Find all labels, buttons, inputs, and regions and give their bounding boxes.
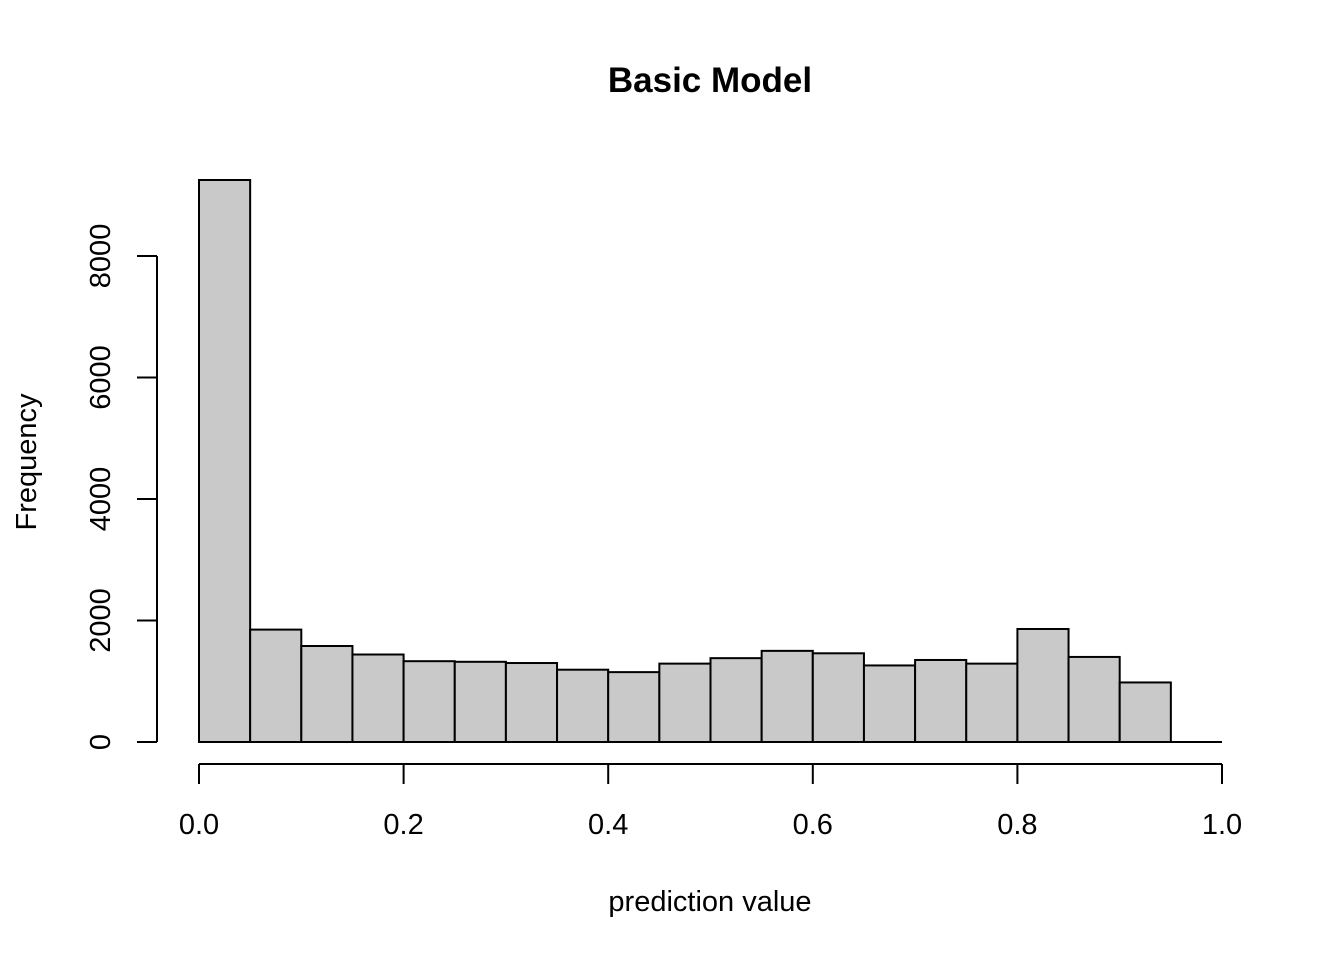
- histogram-bar: [556, 668, 610, 743]
- histogram-bar: [914, 658, 968, 744]
- histogram-bar: [453, 660, 507, 744]
- histogram-bar: [862, 664, 917, 743]
- histogram-bar: [760, 649, 814, 743]
- x-axis: 0.0 0.2 0.4 0.6 0.8 1.0: [179, 763, 1242, 841]
- x-tick-label: 0.0: [179, 809, 219, 841]
- histogram-bar: [504, 662, 559, 744]
- histogram-bar: [607, 671, 661, 743]
- histogram-bar: [351, 653, 405, 743]
- histogram-bars: [198, 179, 1222, 744]
- x-tick-label: 0.4: [588, 809, 628, 841]
- y-tick-label: 8000: [85, 224, 117, 289]
- chart-title: Basic Model: [608, 61, 812, 100]
- histogram-bar: [1016, 627, 1070, 743]
- y-axis: 0 2000 4000 6000 8000: [85, 224, 158, 750]
- histogram-bar: [249, 628, 303, 743]
- y-tick-label: 4000: [85, 467, 117, 532]
- y-tick-label: 6000: [85, 345, 117, 410]
- x-axis-label: prediction value: [608, 886, 811, 918]
- x-tick-label: 0.8: [997, 809, 1037, 841]
- histogram-bar: [1118, 681, 1172, 743]
- y-axis-label: Frequency: [11, 393, 43, 531]
- histogram-bar: [402, 660, 456, 744]
- histogram-bar: [709, 657, 763, 744]
- x-tick-label: 0.6: [793, 809, 833, 841]
- histogram-bar: [1067, 655, 1121, 744]
- y-tick-label: 0: [85, 734, 117, 750]
- histogram-bar: [811, 652, 865, 743]
- histogram-bar: [300, 645, 354, 744]
- histogram-bar: [965, 662, 1019, 743]
- x-tick-label: 1.0: [1202, 809, 1242, 841]
- x-tick-label: 0.2: [383, 809, 423, 841]
- y-tick-label: 2000: [85, 588, 117, 653]
- histogram-bar: [658, 662, 712, 743]
- histogram-bar: [198, 179, 252, 743]
